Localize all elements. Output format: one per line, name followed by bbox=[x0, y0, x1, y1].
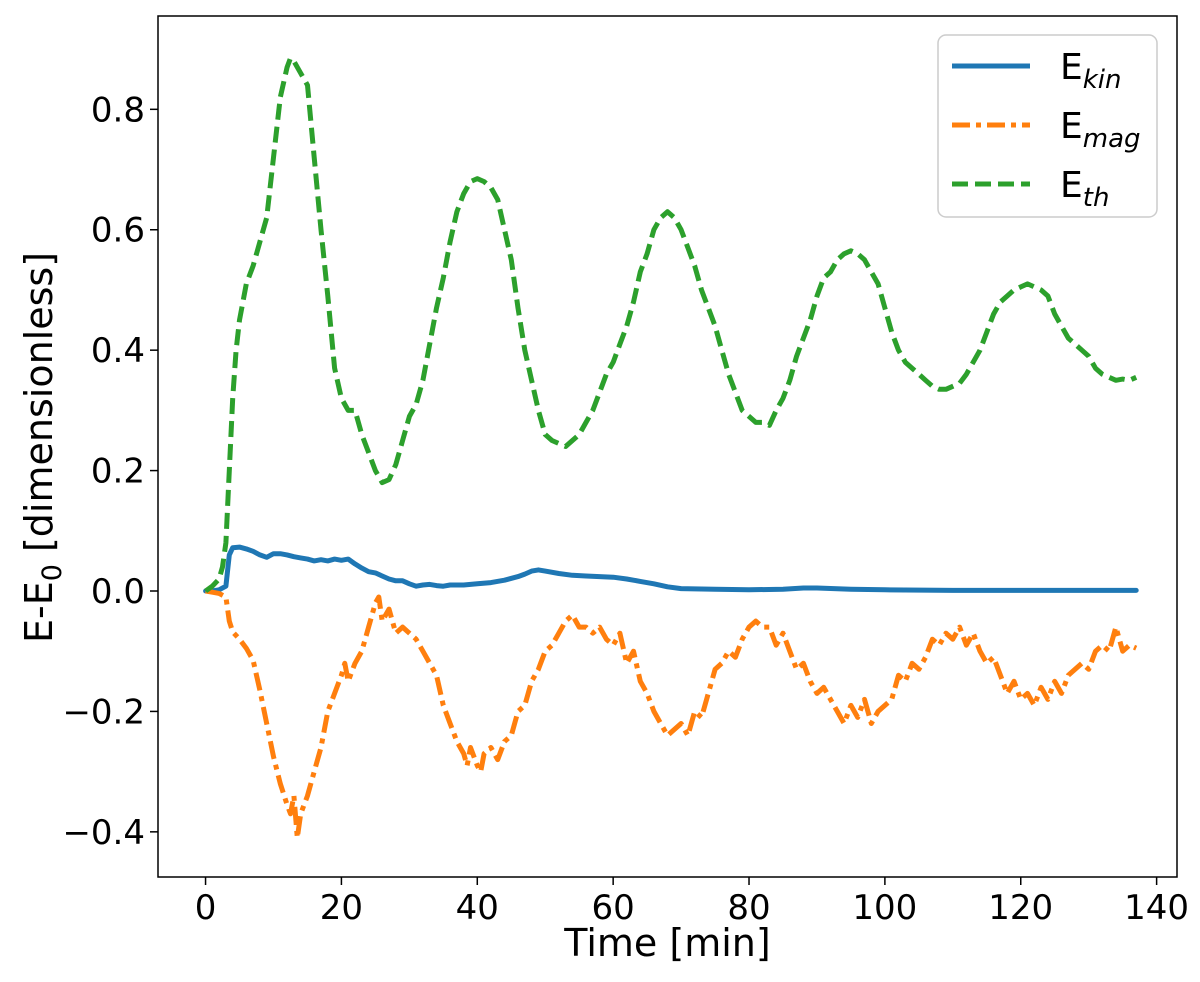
series-line-e-kin bbox=[203, 544, 1139, 594]
legend: Ekin Emag Eth bbox=[937, 34, 1158, 218]
legend-label-e-th: Eth bbox=[1060, 165, 1109, 213]
x-tick-label: 0 bbox=[195, 888, 217, 928]
axes-layer: 0 20 40 60 80 100 120 140 −0.4 −0.2 0.0 0.2 0.4 0.6 0.… bbox=[17, 15, 1189, 965]
x-tick-label: 80 bbox=[727, 888, 770, 928]
y-axis-label: E-E0 [dimensionless] bbox=[17, 252, 68, 643]
x-tick-label: 20 bbox=[320, 888, 363, 928]
series-line-e-mag bbox=[205, 588, 1138, 841]
legend-label-e-kin: Ekin bbox=[1060, 47, 1122, 95]
y-tick-label: −0.2 bbox=[62, 692, 145, 732]
plot-frame bbox=[157, 15, 1178, 878]
legend-label-e-mag: Emag bbox=[1060, 106, 1141, 154]
x-tick-label: 60 bbox=[592, 888, 635, 928]
y-tick-label: 0.4 bbox=[91, 331, 145, 371]
x-tick-label: 140 bbox=[1124, 888, 1189, 928]
y-tick-label: −0.4 bbox=[62, 813, 145, 853]
x-tick-label: 100 bbox=[852, 888, 917, 928]
plot-layer bbox=[203, 55, 1139, 841]
legend-box bbox=[937, 34, 1158, 218]
x-tick-label: 120 bbox=[988, 888, 1053, 928]
x-axis-label: Time [min] bbox=[563, 921, 770, 965]
y-tick-label: 0.2 bbox=[91, 452, 145, 492]
y-tick-label: 0.0 bbox=[91, 572, 145, 612]
series-line-e-th bbox=[204, 55, 1138, 594]
y-tick-label: 0.6 bbox=[91, 211, 145, 251]
y-tick-label: 0.8 bbox=[91, 90, 145, 130]
x-tick-label: 40 bbox=[456, 888, 499, 928]
